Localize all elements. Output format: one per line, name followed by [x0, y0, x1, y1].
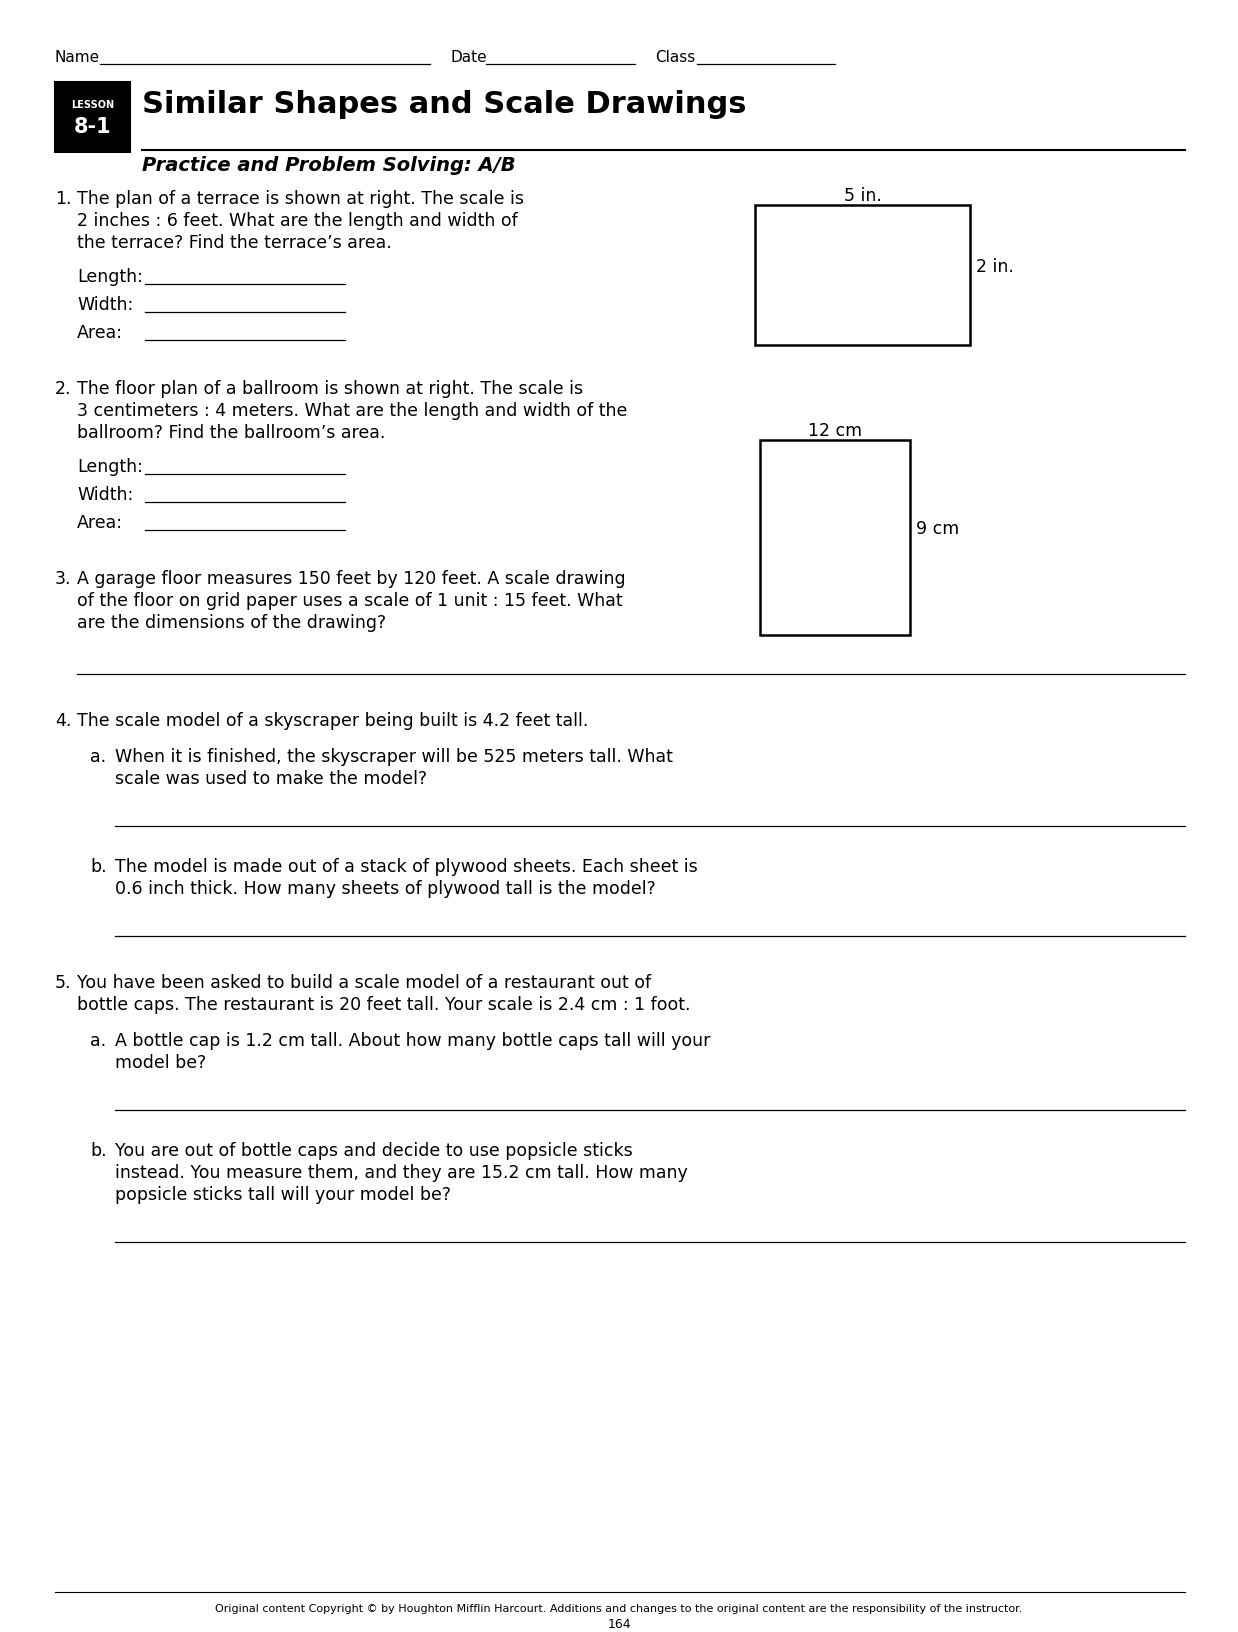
Text: A bottle cap is 1.2 cm tall. About how many bottle caps tall will your: A bottle cap is 1.2 cm tall. About how m…	[115, 1031, 711, 1049]
Bar	[755, 206, 971, 344]
Text: A garage floor measures 150 feet by 120 feet. A scale drawing: A garage floor measures 150 feet by 120 …	[77, 570, 625, 588]
Text: b.: b.	[90, 1142, 106, 1160]
Text: are the dimensions of the drawing?: are the dimensions of the drawing?	[77, 614, 386, 632]
Text: 3.: 3.	[54, 570, 72, 588]
Bar	[760, 441, 910, 635]
Text: Date: Date	[449, 51, 487, 65]
Bar	[54, 82, 130, 152]
Text: 1.: 1.	[54, 189, 72, 207]
Text: Similar Shapes and Scale Drawings: Similar Shapes and Scale Drawings	[142, 90, 747, 119]
Text: 2.: 2.	[54, 380, 72, 398]
Text: Width:: Width:	[77, 486, 134, 504]
Text: 2 in.: 2 in.	[976, 258, 1014, 276]
Text: The floor plan of a ballroom is shown at right. The scale is: The floor plan of a ballroom is shown at…	[77, 380, 583, 398]
Text: Width:: Width:	[77, 295, 134, 313]
Text: 0.6 inch thick. How many sheets of plywood tall is the model?: 0.6 inch thick. How many sheets of plywo…	[115, 880, 656, 898]
Text: Area:: Area:	[77, 325, 123, 343]
Text: 8-1: 8-1	[74, 118, 111, 137]
Text: Class: Class	[655, 51, 696, 65]
Text: 3 centimeters : 4 meters. What are the length and width of the: 3 centimeters : 4 meters. What are the l…	[77, 401, 628, 419]
Text: scale was used to make the model?: scale was used to make the model?	[115, 770, 427, 788]
Text: When it is finished, the skyscraper will be 525 meters tall. What: When it is finished, the skyscraper will…	[115, 747, 673, 765]
Text: 5 in.: 5 in.	[843, 188, 881, 206]
Text: popsicle sticks tall will your model be?: popsicle sticks tall will your model be?	[115, 1186, 451, 1204]
Text: Name: Name	[54, 51, 100, 65]
Text: LESSON: LESSON	[71, 100, 114, 109]
Text: LESSON: LESSON	[71, 100, 114, 109]
Text: Original content Copyright © by Houghton Mifflin Harcourt. Additions and changes: Original content Copyright © by Houghton…	[215, 1604, 1023, 1614]
Text: 4.: 4.	[54, 712, 72, 730]
Text: 2 inches : 6 feet. What are the length and width of: 2 inches : 6 feet. What are the length a…	[77, 212, 517, 230]
Text: Area:: Area:	[77, 514, 123, 532]
Text: 9 cm: 9 cm	[916, 521, 959, 539]
Text: instead. You measure them, and they are 15.2 cm tall. How many: instead. You measure them, and they are …	[115, 1164, 688, 1182]
Text: Practice and Problem Solving: A/B: Practice and Problem Solving: A/B	[142, 157, 515, 175]
Text: ballroom? Find the ballroom’s area.: ballroom? Find the ballroom’s area.	[77, 424, 385, 442]
Text: b.: b.	[90, 858, 106, 876]
Text: a.: a.	[90, 1031, 106, 1049]
Text: The plan of a terrace is shown at right. The scale is: The plan of a terrace is shown at right.…	[77, 189, 524, 207]
Text: a.: a.	[90, 747, 106, 765]
Text: model be?: model be?	[115, 1054, 207, 1072]
Text: bottle caps. The restaurant is 20 feet tall. Your scale is 2.4 cm : 1 foot.: bottle caps. The restaurant is 20 feet t…	[77, 996, 691, 1013]
Text: 164: 164	[607, 1617, 631, 1630]
Text: Length:: Length:	[77, 268, 142, 286]
Text: The model is made out of a stack of plywood sheets. Each sheet is: The model is made out of a stack of plyw…	[115, 858, 698, 876]
Text: 5.: 5.	[54, 974, 72, 992]
Text: You are out of bottle caps and decide to use popsicle sticks: You are out of bottle caps and decide to…	[115, 1142, 633, 1160]
Text: the terrace? Find the terrace’s area.: the terrace? Find the terrace’s area.	[77, 233, 391, 251]
Text: You have been asked to build a scale model of a restaurant out of: You have been asked to build a scale mod…	[77, 974, 651, 992]
Text: 12 cm: 12 cm	[808, 423, 862, 441]
Text: of the floor on grid paper uses a scale of 1 unit : 15 feet. What: of the floor on grid paper uses a scale …	[77, 592, 623, 610]
Text: Length:: Length:	[77, 459, 142, 477]
Text: The scale model of a skyscraper being built is 4.2 feet tall.: The scale model of a skyscraper being bu…	[77, 712, 588, 730]
